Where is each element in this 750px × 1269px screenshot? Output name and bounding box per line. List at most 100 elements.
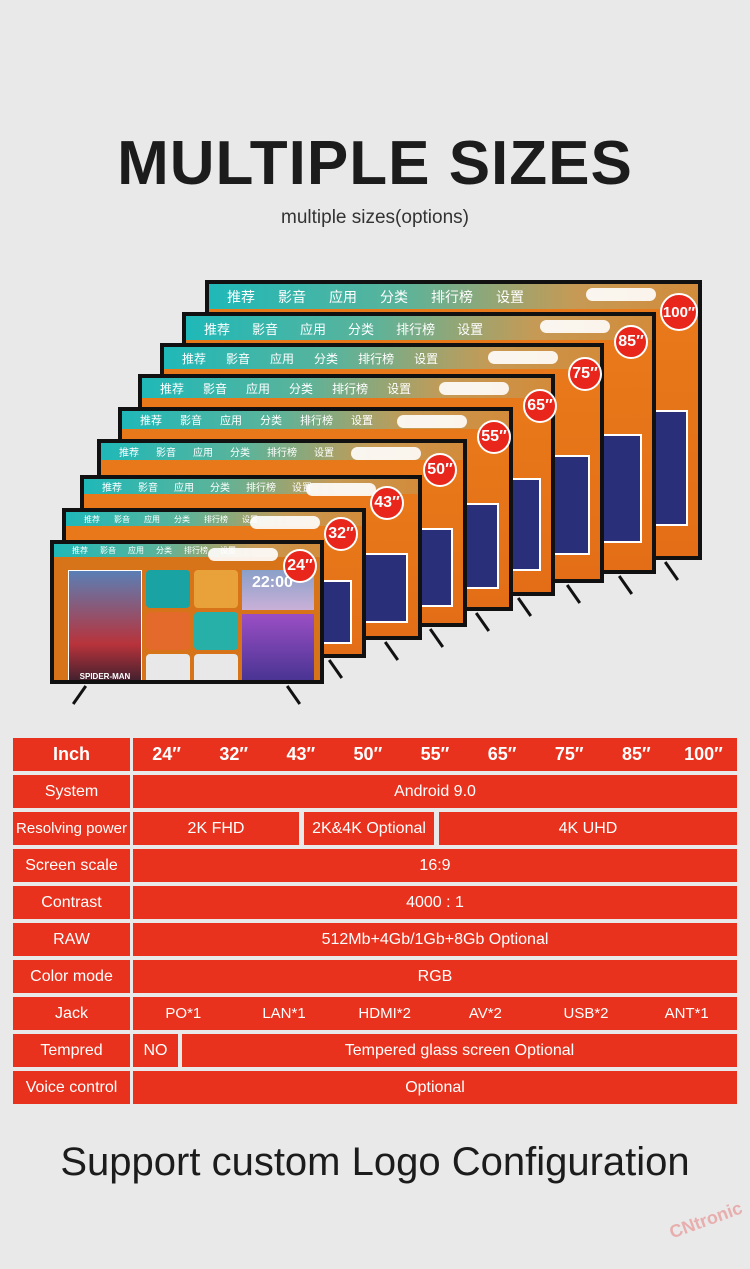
tv-menu-bar: 推荐 影音 应用 分类 排行榜 设置 (186, 316, 652, 340)
row-label: Contrast (13, 886, 130, 919)
row-label: RAW (13, 923, 130, 956)
tv-menu-item: 分类 (348, 321, 375, 337)
movie-poster-title: SPIDER-MAN (79, 672, 131, 680)
tv-menu-item: 推荐 (84, 514, 100, 524)
contrast-value: 4000 : 1 (133, 886, 737, 919)
row-label: System (13, 775, 130, 808)
tv-search-box (306, 483, 376, 496)
tv-menu-item: 推荐 (227, 288, 255, 305)
row-label: Resolving power (13, 812, 130, 845)
jack-value: PO*1 (165, 1005, 202, 1022)
tv-stand-leg (617, 575, 634, 595)
inch-value: 24″ (152, 744, 181, 764)
tv-menu-item: 排行榜 (246, 483, 276, 494)
tv-search-box (586, 288, 656, 301)
watermark-logo: CNtronic (666, 1197, 745, 1243)
tv-menu-item: 影音 (226, 351, 251, 366)
row-label: Jack (13, 997, 130, 1030)
size-badge-85: 85″ (614, 325, 648, 359)
tv-stand-leg (474, 612, 491, 632)
size-badge-75: 75″ (568, 357, 602, 391)
page-title: MULTIPLE SIZES (117, 129, 633, 198)
jack-value: HDMI*2 (358, 1005, 411, 1022)
tv-menu-item: 影音 (180, 415, 202, 427)
clock-time: 22:00 (252, 574, 293, 591)
tv-menu-item: 排行榜 (204, 514, 228, 524)
tv-menu-item: 应用 (193, 448, 213, 459)
resolving-value: 2K&4K Optional (304, 812, 434, 845)
tv-stand-leg (663, 561, 680, 581)
tv-menu-item: 排行榜 (267, 448, 297, 459)
inch-value: 65″ (487, 744, 517, 764)
row-system: System Android 9.0 (13, 775, 737, 808)
inch-value: 55″ (420, 744, 450, 764)
tv-menu-item: 推荐 (160, 381, 185, 396)
tv-search-box (208, 548, 278, 561)
row-contrast: Contrast 4000 : 1 (13, 886, 737, 919)
tv-search-box (488, 351, 558, 364)
city-image (242, 614, 314, 680)
inch-value: 50″ (353, 744, 383, 764)
tv-menu-item: 影音 (203, 381, 228, 396)
tv-menu-item: 影音 (100, 546, 116, 555)
tv-menu-item: 设置 (314, 448, 334, 459)
app-tile (146, 612, 190, 650)
inch-value: 100″ (684, 744, 723, 764)
tv-menu-item: 应用 (300, 321, 327, 337)
inch-value: 85″ (621, 744, 651, 764)
tv-menu-item: 排行榜 (332, 381, 369, 396)
tv-menu-item: 推荐 (182, 351, 207, 366)
tv-stand-leg (516, 597, 533, 617)
raw-value: 512Mb+4Gb/1Gb+8Gb Optional (133, 923, 737, 956)
tv-stand-leg (428, 628, 445, 648)
row-raw: RAW 512Mb+4Gb/1Gb+8Gb Optional (13, 923, 737, 956)
tv-menu-item: 应用 (144, 514, 160, 524)
tv-menu-item: 分类 (210, 483, 230, 494)
app-tile (146, 570, 190, 608)
movie-poster: SPIDER-MAN (68, 570, 142, 680)
tv-menu-item: 应用 (220, 415, 242, 427)
tv-menu-item: 分类 (380, 288, 408, 305)
inch-value: 43″ (286, 744, 316, 764)
tv-menu-item: 排行榜 (300, 415, 333, 427)
app-tile (146, 654, 190, 680)
size-badge-100: 100″ (660, 293, 698, 331)
page-subtitle: multiple sizes(options) (281, 207, 469, 228)
inch-values: 24″ 32″ 43″ 50″ 55″ 65″ 75″ 85″ 100″ (133, 738, 737, 771)
tv-size-lineup: 推荐 影音 应用 分类 排行榜 设置 100″ 推荐 影音 应用 分类 排行榜 设置 85″ 推荐 影音 应用分… (0, 270, 750, 720)
jack-value: ANT*1 (664, 1005, 709, 1022)
tv-menu-item: 排行榜 (396, 321, 436, 337)
tempred-value: NO (133, 1034, 178, 1067)
tv-stand-leg (383, 641, 400, 661)
tv-menu-item: 应用 (174, 483, 194, 494)
tv-stand-leg (327, 659, 344, 679)
tv-menu-item: 影音 (138, 483, 158, 494)
tv-menu-item: 影音 (252, 321, 279, 337)
size-badge-65: 65″ (523, 389, 557, 423)
tv-menu-item: 分类 (174, 514, 190, 524)
tv-menu-item: 应用 (329, 288, 357, 305)
color-mode-value: RGB (133, 960, 737, 993)
tv-search-box (397, 415, 467, 428)
row-inch: Inch 24″ 32″ 43″ 50″ 55″ 65″ 75″ 85″ 100… (13, 738, 737, 771)
row-resolving-power: Resolving power 2K FHD 2K&4K Optional 4K… (13, 812, 737, 845)
tv-stand-leg (285, 685, 302, 705)
tv-menu-item: 推荐 (72, 546, 88, 555)
tv-menu-item: 推荐 (140, 415, 162, 427)
resolving-value: 2K FHD (133, 812, 299, 845)
tv-menu-item: 排行榜 (431, 288, 473, 305)
inch-value: 75″ (554, 744, 584, 764)
tv-menu-item: 设置 (457, 321, 484, 337)
jack-value: AV*2 (468, 1005, 502, 1022)
tv-menu-item: 推荐 (119, 448, 139, 459)
tv-menu-item: 应用 (128, 546, 144, 555)
tv-menu-item: 排行榜 (358, 351, 395, 366)
tv-menu-item: 分类 (230, 448, 250, 459)
voice-control-value: Optional (133, 1071, 737, 1104)
row-label: Tempred (13, 1034, 130, 1067)
tv-search-box (439, 382, 509, 395)
tv-stand-leg (71, 685, 88, 705)
tv-menu-item: 影音 (114, 514, 130, 524)
